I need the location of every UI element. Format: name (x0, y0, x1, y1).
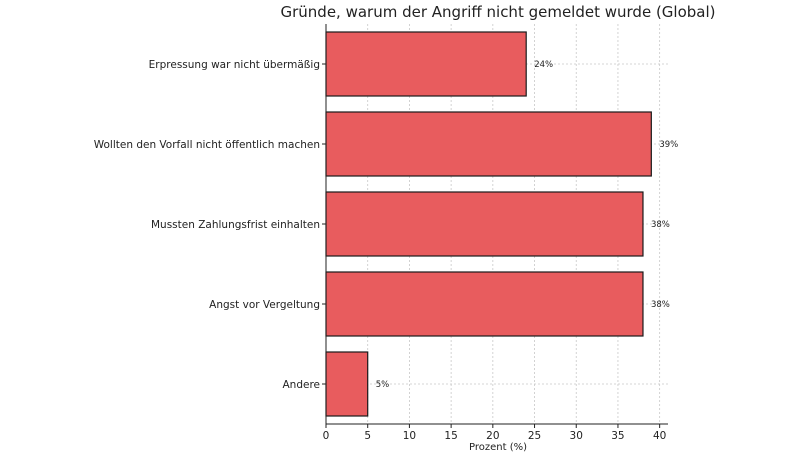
data-label: 38% (651, 220, 670, 230)
x-tick-label: 10 (403, 430, 416, 442)
bar (325, 351, 369, 417)
category-label: Mussten Zahlungsfrist einhalten (151, 219, 320, 231)
chart-title: Gründe, warum der Angriff nicht gemeldet… (281, 3, 716, 21)
data-label: 24% (534, 60, 553, 70)
x-tick-label: 35 (611, 430, 624, 442)
bar (325, 31, 527, 97)
axes (322, 24, 668, 428)
labels: 0 5 10 15 20 25 30 35 40 Erpressung war nicht übe… (94, 59, 679, 442)
bar (325, 271, 644, 337)
x-tick-label: 25 (528, 430, 541, 442)
category-label: Wollten den Vorfall nicht öffentlich mac… (94, 139, 320, 151)
category-label: Angst vor Vergeltung (209, 299, 320, 311)
x-axis-label: Prozent (%) (469, 442, 527, 453)
bars (325, 31, 652, 417)
data-label: 5% (376, 380, 390, 390)
bar (325, 111, 652, 177)
bar (325, 191, 644, 257)
data-label: 38% (651, 300, 670, 310)
category-label: Erpressung war nicht übermäßig (149, 59, 320, 71)
x-tick-label: 40 (653, 430, 666, 442)
x-tick-label: 0 (323, 430, 330, 442)
data-label: 39% (659, 140, 678, 150)
x-tick-label: 15 (444, 430, 457, 442)
x-tick-label: 30 (570, 430, 583, 442)
category-label: Andere (282, 379, 320, 391)
x-tick-label: 20 (486, 430, 499, 442)
x-tick-label: 5 (364, 430, 371, 442)
